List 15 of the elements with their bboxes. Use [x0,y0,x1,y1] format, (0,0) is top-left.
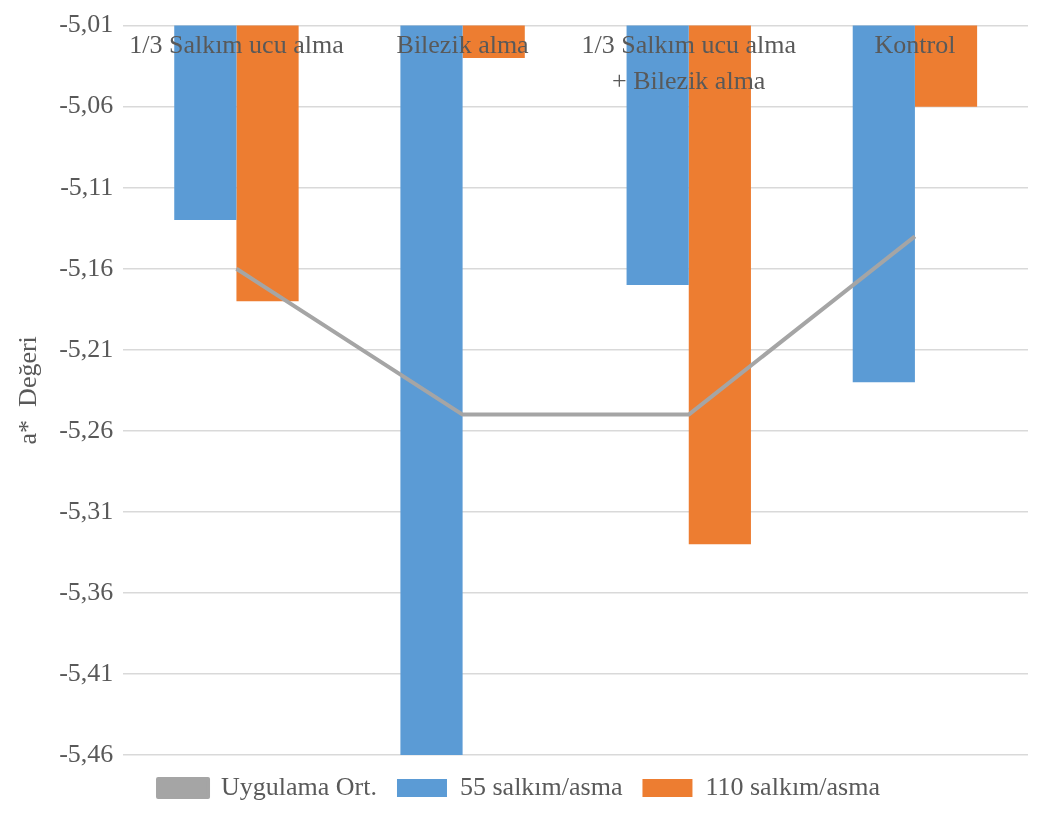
y-axis-title: a* Değeri [13,336,43,445]
legend-label: 110 salkım/asma [705,771,881,801]
y-tick-label: -5,21 [59,333,114,363]
y-tick-label: -5,16 [59,252,114,282]
y-tick-label: -5,01 [59,9,114,39]
y-tick-label: -5,11 [60,171,114,201]
y-tick-label: -5,36 [59,576,114,606]
y-tick-label: -5,41 [59,657,114,687]
y-tick-label: -5,06 [59,90,114,120]
legend-label: 55 salkım/asma [459,771,623,801]
x-tick-label: Kontrol [874,30,956,60]
y-tick-label: -5,46 [59,738,114,768]
legend-label: Uygulama Ort. [221,771,377,801]
y-tick-label: -5,26 [59,414,114,444]
y-tick-label: -5,31 [59,495,114,525]
